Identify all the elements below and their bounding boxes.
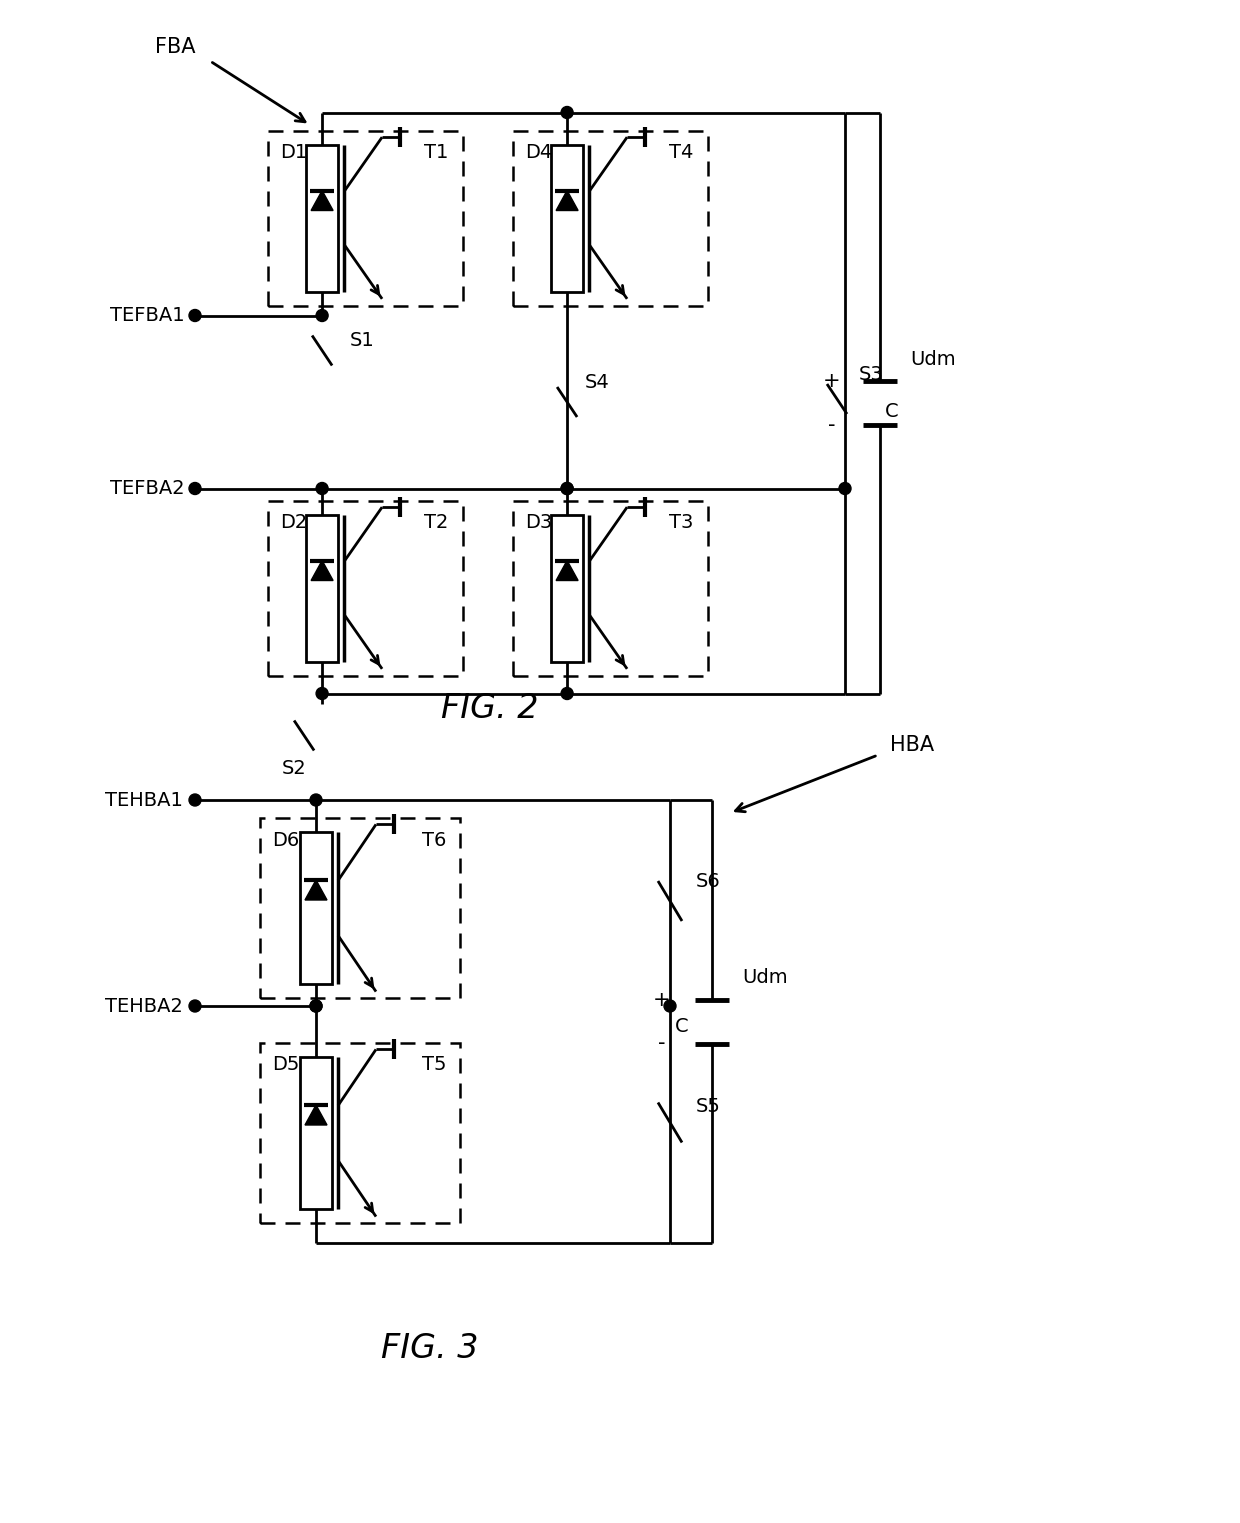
Circle shape xyxy=(310,1001,322,1011)
Text: S2: S2 xyxy=(281,758,306,778)
Circle shape xyxy=(560,483,573,495)
Polygon shape xyxy=(311,190,334,210)
Polygon shape xyxy=(556,190,578,210)
Text: TEFBA2: TEFBA2 xyxy=(110,480,185,498)
Text: T2: T2 xyxy=(424,513,449,532)
Text: TEHBA2: TEHBA2 xyxy=(105,996,184,1016)
Circle shape xyxy=(310,1001,322,1011)
Circle shape xyxy=(188,483,201,495)
Text: D1: D1 xyxy=(280,143,308,161)
Polygon shape xyxy=(305,1106,327,1125)
Polygon shape xyxy=(305,880,327,900)
Text: Udm: Udm xyxy=(910,349,956,369)
Text: D2: D2 xyxy=(280,513,308,532)
Text: +: + xyxy=(823,372,841,391)
Text: T5: T5 xyxy=(422,1055,446,1075)
Text: TEHBA1: TEHBA1 xyxy=(105,790,184,810)
Circle shape xyxy=(188,793,201,806)
Text: S5: S5 xyxy=(696,1097,720,1116)
Bar xyxy=(300,832,332,984)
Circle shape xyxy=(316,309,329,321)
Bar xyxy=(512,501,708,676)
Circle shape xyxy=(839,483,851,495)
Text: T1: T1 xyxy=(424,143,449,161)
Polygon shape xyxy=(556,560,578,580)
Text: C: C xyxy=(676,1017,688,1036)
Text: +: + xyxy=(653,990,671,1010)
Text: D4: D4 xyxy=(525,143,552,161)
Circle shape xyxy=(560,483,573,495)
Bar xyxy=(306,145,339,291)
Text: T6: T6 xyxy=(422,830,446,850)
Text: Udm: Udm xyxy=(742,969,787,987)
Text: -: - xyxy=(828,414,836,436)
Circle shape xyxy=(560,687,573,699)
Bar xyxy=(512,131,708,306)
Bar xyxy=(260,1043,460,1223)
Text: C: C xyxy=(885,402,899,420)
Text: T3: T3 xyxy=(670,513,693,532)
Text: D3: D3 xyxy=(525,513,552,532)
Bar xyxy=(268,501,463,676)
Bar xyxy=(551,145,583,291)
Circle shape xyxy=(663,1001,676,1011)
Text: S6: S6 xyxy=(696,871,720,891)
Bar xyxy=(551,515,583,661)
Text: TEFBA1: TEFBA1 xyxy=(110,306,185,324)
Circle shape xyxy=(188,309,201,321)
Text: S4: S4 xyxy=(585,373,610,391)
Polygon shape xyxy=(311,560,334,580)
Bar xyxy=(306,515,339,661)
Circle shape xyxy=(560,107,573,119)
Text: D6: D6 xyxy=(273,830,300,850)
Circle shape xyxy=(316,483,329,495)
Text: HBA: HBA xyxy=(890,736,934,755)
Bar xyxy=(268,131,463,306)
Text: FIG. 2: FIG. 2 xyxy=(441,691,538,725)
Circle shape xyxy=(316,687,329,699)
Text: S3: S3 xyxy=(859,364,884,384)
Circle shape xyxy=(310,793,322,806)
Bar xyxy=(260,818,460,998)
Text: D5: D5 xyxy=(273,1055,300,1075)
Bar xyxy=(300,1057,332,1209)
Text: T4: T4 xyxy=(670,143,693,161)
Text: FIG. 3: FIG. 3 xyxy=(381,1331,479,1365)
Text: -: - xyxy=(658,1034,666,1054)
Circle shape xyxy=(188,1001,201,1011)
Text: S1: S1 xyxy=(350,330,374,350)
Text: FBA: FBA xyxy=(155,37,196,56)
